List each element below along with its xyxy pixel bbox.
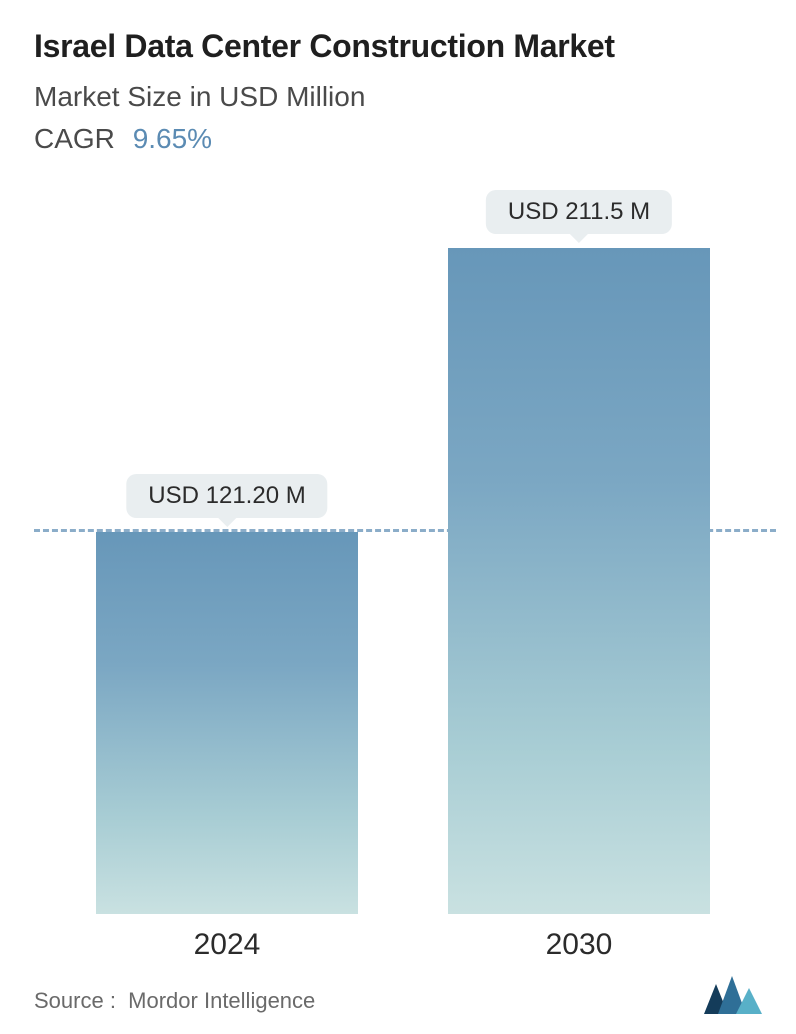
cagr-row: CAGR 9.65% [34,123,762,155]
cagr-label: CAGR [34,123,115,154]
cagr-value: 9.65% [133,123,212,154]
chart-footer: Source : Mordor Intelligence [34,974,762,1014]
x-label-2024: 2024 [194,928,261,962]
bar-chart: USD 121.20 M USD 211.5 M [34,190,776,914]
mordor-logo-icon [704,974,762,1014]
source-label: Source : [34,988,116,1013]
x-label-2030: 2030 [546,928,613,962]
value-pill-2030: USD 211.5 M [486,190,672,234]
bar-fill [448,248,710,914]
bar-fill [96,532,358,914]
x-axis-labels: 2024 2030 [34,928,776,968]
source-name: Mordor Intelligence [128,988,315,1013]
chart-subtitle: Market Size in USD Million [34,81,762,113]
value-pill-2024: USD 121.20 M [126,474,327,518]
chart-title: Israel Data Center Construction Market [34,28,762,65]
source-text: Source : Mordor Intelligence [34,988,315,1014]
bar-2030: USD 211.5 M [448,248,710,914]
bar-2024: USD 121.20 M [96,532,358,914]
